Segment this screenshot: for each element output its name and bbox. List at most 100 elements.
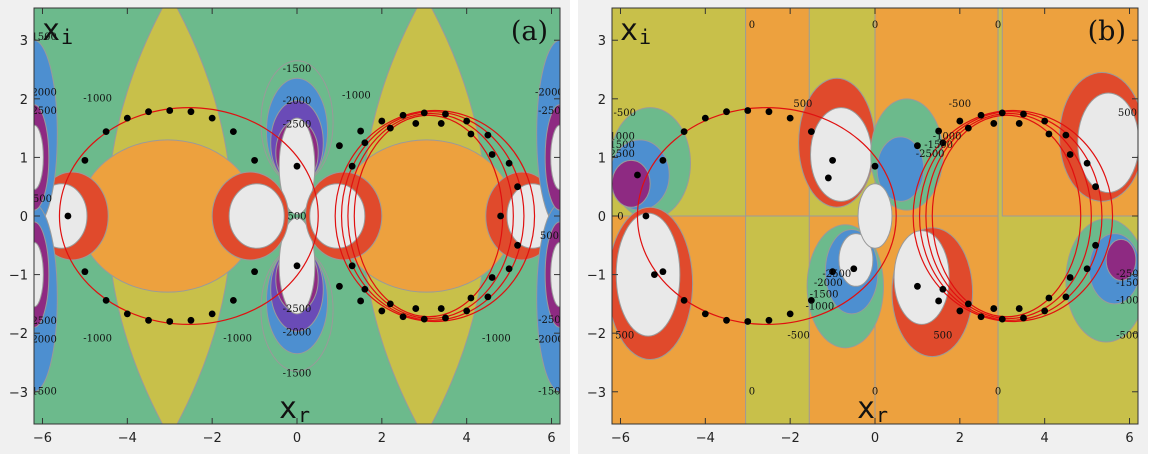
contour-label-19: -2000 <box>535 87 564 98</box>
contour-label-22: -250 <box>538 315 560 326</box>
contour-region-15 <box>838 233 874 287</box>
x-axis-label: x <box>279 391 297 426</box>
contour-label-7: -1000 <box>83 334 112 345</box>
data-point-22 <box>357 127 365 135</box>
trajectory-curve-4 <box>334 109 536 323</box>
y-tick-label-6: 3 <box>598 34 606 49</box>
data-point-42 <box>964 124 972 132</box>
data-point-33 <box>378 307 386 315</box>
data-point-39 <box>1083 265 1091 273</box>
data-point-46 <box>488 151 496 158</box>
data-point-46 <box>1066 151 1074 158</box>
y-tick-label-5: 2 <box>20 93 28 108</box>
contour-region-10 <box>615 212 681 337</box>
data-point-35 <box>998 315 1006 323</box>
y-tick-label-1: −2 <box>9 327 28 342</box>
contour-label-11: -1000 <box>933 131 962 142</box>
y-tick-label-0: −3 <box>587 386 606 401</box>
contour-label-21: 500 <box>540 231 559 242</box>
data-point-42 <box>386 124 394 132</box>
y-axis-label: x <box>42 13 60 48</box>
data-point-38 <box>484 293 492 301</box>
x-tick-label-4: 2 <box>378 431 386 446</box>
data-point-13 <box>701 310 709 318</box>
data-point-12 <box>765 316 773 324</box>
data-point-44 <box>1015 120 1023 127</box>
contour-label-11: -2500 <box>283 120 312 131</box>
data-point-44 <box>437 120 445 127</box>
data-point-11 <box>723 316 730 324</box>
data-point-49 <box>412 305 420 312</box>
data-point-19 <box>293 162 301 170</box>
data-point-18 <box>251 268 258 276</box>
contour-label-8: -1500 <box>28 386 57 397</box>
contour-label-18: -1000 <box>482 334 511 345</box>
contour-label-13: -2500 <box>916 149 945 160</box>
contour-region-8 <box>612 159 651 208</box>
data-point-53 <box>634 171 641 179</box>
contour-label-6: -2000 <box>28 335 57 346</box>
data-point-48 <box>964 300 972 308</box>
contour-label-1: 0 <box>872 20 878 31</box>
data-point-11 <box>145 316 152 324</box>
data-point-14 <box>208 310 216 318</box>
data-point-51 <box>1045 294 1053 302</box>
y-tick-label-1: −2 <box>587 327 606 342</box>
contour-label-8: -1500 <box>606 140 635 151</box>
data-point-16 <box>229 296 237 304</box>
data-point-37 <box>1041 307 1049 315</box>
contour-region-0 <box>745 8 810 217</box>
data-point-16 <box>807 296 815 304</box>
x-axis-label-subscript: r <box>298 403 310 427</box>
contour-label-4: -500 <box>949 99 971 110</box>
data-point-23 <box>956 117 964 125</box>
data-point-4 <box>208 114 216 122</box>
contour-label-10: 0 <box>617 212 623 223</box>
x-tick-label-0: −6 <box>33 431 52 446</box>
data-point-29 <box>505 159 513 167</box>
data-point-10 <box>166 318 174 325</box>
data-point-29 <box>1083 159 1091 167</box>
x-axis-label: x <box>857 391 875 426</box>
contour-label-20: -250 <box>538 106 560 117</box>
data-point-6 <box>807 128 815 136</box>
data-point-15 <box>680 296 688 304</box>
y-tick-label-4: 1 <box>20 151 28 166</box>
data-point-47 <box>939 285 947 293</box>
x-tick-label-0: −6 <box>611 431 630 446</box>
data-point-31 <box>914 282 921 290</box>
contour-label-2: -2500 <box>28 106 57 117</box>
data-point-5 <box>102 128 110 136</box>
data-point-13 <box>123 310 131 318</box>
data-point-20 <box>293 262 301 270</box>
data-point-41 <box>361 139 369 147</box>
data-point-48 <box>386 300 394 308</box>
contour-label-1: -2000 <box>28 87 57 98</box>
data-point-43 <box>412 120 420 127</box>
data-point-45 <box>467 130 475 138</box>
contour-label-20: 500 <box>615 331 634 342</box>
data-point-0 <box>166 107 174 114</box>
contour-label-23: -2000 <box>535 335 564 346</box>
contour-region-17 <box>309 183 366 249</box>
data-point-38 <box>1062 293 1070 301</box>
contour-label-2: 0 <box>995 20 1001 31</box>
panel-tag: (b) <box>1088 16 1126 47</box>
data-point-26 <box>1020 110 1027 118</box>
chart-panel-a: -1500 -2000 -2500 -1000 500 -2500 -2000 -1000 -1… <box>0 0 570 454</box>
data-point-52 <box>488 274 496 281</box>
contour-label-26: 0 <box>872 386 878 397</box>
x-tick-label-1: −4 <box>118 431 137 446</box>
data-point-19 <box>871 162 879 170</box>
data-point-27 <box>463 117 471 125</box>
contour-label-7: -1000 <box>606 131 635 142</box>
x-tick-label-3: 0 <box>871 431 879 446</box>
contour-label-9: -1500 <box>283 64 312 75</box>
contour-label-18: -500 <box>787 331 809 342</box>
data-point-7 <box>81 156 89 164</box>
data-point-30 <box>514 183 521 191</box>
data-point-55 <box>824 174 832 182</box>
contour-label-24: -100 <box>1116 295 1138 306</box>
